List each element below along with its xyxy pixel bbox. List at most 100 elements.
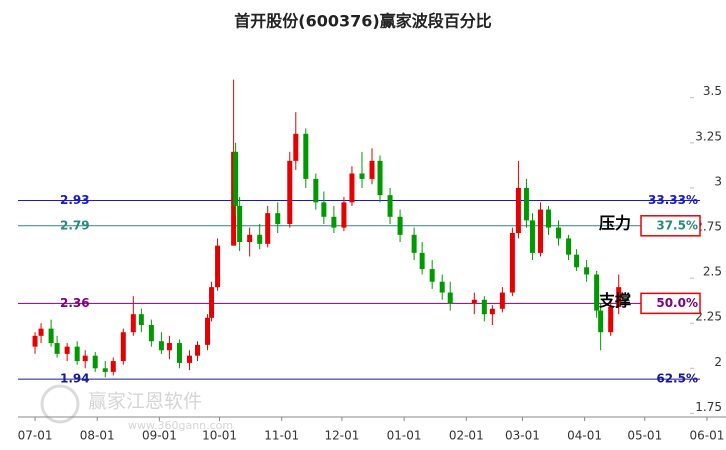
candle-body [195,344,201,356]
candle-body [158,341,164,351]
x-tick-label: 08-01 [80,429,115,443]
candle-body [64,346,70,354]
candle-body [215,245,221,288]
candle-body [594,274,600,311]
candle-body [176,343,182,363]
level-value: 2.79 [60,218,90,232]
candle-body [293,133,299,161]
candle-body [102,368,108,372]
candle-body [32,335,38,347]
candle-body [138,314,144,326]
y-tick-label: 2.5 [703,265,722,279]
candle-body [499,292,505,309]
x-tick-label: 11-01 [264,429,299,443]
watermark-text: 赢家江恩软件 [88,391,202,413]
candle-body [471,299,477,304]
x-tick-label: 07-01 [18,429,53,443]
candle-body [166,343,172,351]
x-tick-label: 05-01 [627,429,662,443]
level-value: 2.36 [60,296,90,310]
candle-body [546,209,551,228]
candle-body [349,173,355,203]
candle-body [82,355,88,362]
candle-body [265,213,271,244]
candle-body [74,346,80,362]
level-highlight [640,292,701,315]
candle-body [38,328,44,336]
candle-body [54,343,60,354]
candle-body [205,317,211,345]
chart-title: 首开股份(600376)赢家波段百分比 [234,12,491,31]
candle-body [148,325,154,342]
candle-body [313,178,319,203]
level-value: 1.94 [60,372,90,386]
candle-body [48,328,54,344]
candle-body [359,173,365,179]
candle-body [186,355,192,363]
level-annotation: 支撑 [598,291,631,310]
level-label: 37.5% [656,218,698,232]
level-annotation: 压力 [599,213,631,232]
candle-body [523,187,529,221]
candle-body [209,287,215,318]
candle-body [429,269,435,282]
candle-body [257,234,263,244]
x-tick-label: 06-01 [690,429,725,443]
candle-body [584,267,590,275]
candle-body [509,233,515,293]
level-label: 50.0% [656,296,698,310]
candle-body [529,220,535,253]
level-value: 2.93 [60,193,90,207]
x-tick-label: 12-01 [324,429,359,443]
level-highlight [640,215,701,237]
candle-body [233,151,239,206]
x-tick-label: 01-01 [387,429,422,443]
candle-body [447,292,453,304]
candle-body [130,314,136,333]
y-tick-label: 3.5 [703,84,722,98]
watermark-url: www.360gann.com [128,419,233,432]
candle-body [574,254,580,268]
candle-body [419,252,425,270]
y-tick-label: 3 [714,174,722,188]
y-tick-label: 2.25 [695,310,722,324]
candle-body [331,216,337,228]
candle-body [411,234,417,253]
candle-body [321,202,327,217]
x-tick-label: 03-01 [505,429,540,443]
x-tick-label: 02-01 [449,429,484,443]
level-label: 62.5% [656,372,698,386]
candle-body [377,160,383,196]
candle-body [287,160,293,224]
candle-body [247,234,253,243]
watermark-logo [40,384,80,424]
candle-body [598,310,604,333]
candle-body [397,216,403,235]
y-tick-label: 2 [714,355,722,369]
candle-body [537,209,543,253]
candle-body [303,133,309,179]
x-tick-label: 09-01 [142,429,177,443]
y-tick-label: 1.75 [695,400,722,414]
x-tick-label: 10-01 [202,429,237,443]
candle-body [387,195,393,217]
candle-body [275,213,281,224]
candle-body [616,287,622,307]
candle-body [489,308,495,315]
candle-body [369,160,375,179]
candle-body [92,355,98,369]
candle-body [439,281,445,293]
candle-body [608,306,614,333]
y-tick-label: 2.75 [695,220,722,234]
x-tick-label: 04-01 [567,429,602,443]
candle-body [566,238,572,255]
candle-body [556,227,562,239]
candle-body [481,299,487,315]
candle-body [515,187,521,234]
candle-body [341,202,347,228]
level-label: 33.33% [648,193,698,207]
y-tick-label: 3.25 [695,129,722,143]
watermark: 赢家江恩软件 www.360gann.com [40,384,233,432]
